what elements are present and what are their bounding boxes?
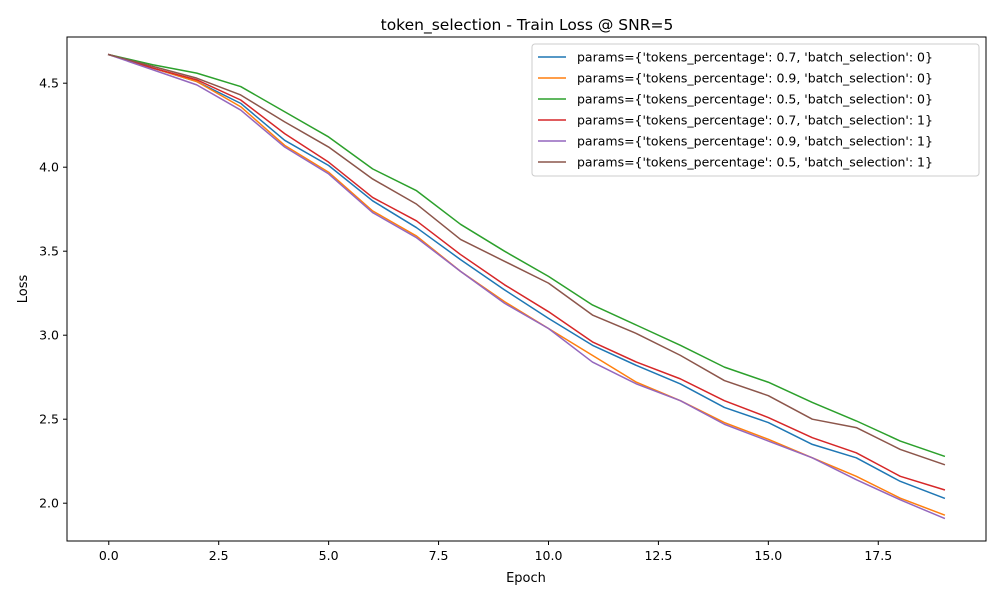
chart-title: token_selection - Train Loss @ SNR=5 (381, 16, 674, 35)
plot-lines (107, 53, 946, 520)
x-tick-label: 2.5 (209, 548, 229, 563)
y-axis-label: Loss (16, 275, 31, 304)
legend-label-1: params={'tokens_percentage': 0.7, 'batch… (577, 50, 933, 65)
legend-label-5: params={'tokens_percentage': 0.9, 'batch… (577, 134, 933, 149)
x-tick-label: 10.0 (535, 548, 563, 563)
y-tick-label: 3.0 (39, 328, 59, 343)
x-axis: 0.0 2.5 5.0 7.5 10.0 12.5 15.0 17.5 (99, 541, 892, 563)
legend-box (531, 43, 980, 177)
plot-frame (66, 36, 987, 542)
series-line-3 (107, 53, 946, 458)
series-line-5 (107, 53, 946, 520)
x-tick-label: 15.0 (754, 548, 782, 563)
x-axis-label: Epoch (506, 571, 546, 586)
x-tick-label: 0.0 (99, 548, 119, 563)
x-tick-label: 7.5 (429, 548, 449, 563)
x-tick-label: 17.5 (864, 548, 892, 563)
legend-label-2: params={'tokens_percentage': 0.9, 'batch… (577, 71, 933, 86)
legend-label-3: params={'tokens_percentage': 0.5, 'batch… (577, 92, 933, 107)
x-tick-label: 12.5 (644, 548, 672, 563)
y-axis: 2.0 2.5 3.0 3.5 4.0 4.5 (39, 76, 67, 511)
y-tick-label: 4.5 (39, 76, 59, 91)
series-line-6 (107, 53, 946, 466)
legend-label-4: params={'tokens_percentage': 0.7, 'batch… (577, 113, 933, 128)
y-tick-label: 2.5 (39, 412, 59, 427)
x-tick-label: 5.0 (319, 548, 339, 563)
legend: params={'tokens_percentage': 0.7, 'batch… (531, 43, 980, 177)
series-line-4 (107, 53, 946, 491)
legend-label-6: params={'tokens_percentage': 0.5, 'batch… (577, 155, 933, 170)
y-tick-label: 3.5 (39, 244, 59, 259)
series-line-1 (107, 53, 946, 500)
y-tick-label: 2.0 (39, 496, 59, 511)
y-tick-label: 4.0 (39, 160, 59, 175)
